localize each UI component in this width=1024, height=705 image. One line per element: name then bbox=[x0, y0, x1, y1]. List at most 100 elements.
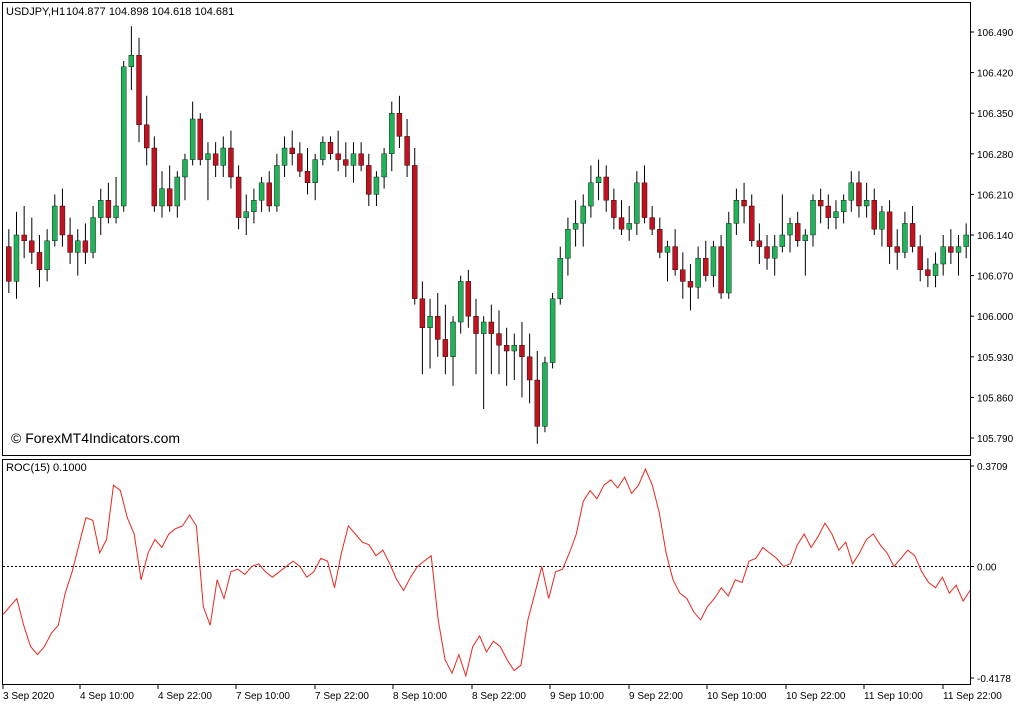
y-tick-label: 106.420 bbox=[977, 69, 1014, 80]
y-tick-label: 105.930 bbox=[977, 353, 1014, 364]
candle-body bbox=[687, 281, 694, 288]
candle-body bbox=[932, 263, 939, 276]
candle-body bbox=[726, 223, 732, 294]
candle-body bbox=[251, 199, 257, 212]
candle-body bbox=[787, 223, 793, 236]
candle-body bbox=[680, 269, 686, 282]
candle-body bbox=[427, 316, 433, 329]
candle bbox=[281, 136, 288, 177]
y-tick-label: 106.070 bbox=[977, 272, 1014, 283]
candle bbox=[197, 113, 203, 166]
candle-body bbox=[335, 153, 341, 160]
symbol-label: USDJPY,H1 bbox=[6, 6, 65, 18]
candle bbox=[396, 95, 403, 148]
candle-body bbox=[281, 147, 288, 166]
candle-body bbox=[44, 240, 50, 271]
x-tick-label: 4 Sep 10:00 bbox=[80, 691, 134, 702]
candle-body bbox=[404, 136, 410, 166]
candle-body bbox=[212, 153, 219, 166]
y-tick-label: 106.350 bbox=[977, 109, 1014, 120]
candle bbox=[327, 136, 334, 160]
candle bbox=[258, 177, 265, 212]
candle-body bbox=[105, 199, 112, 218]
candle-body bbox=[611, 199, 617, 218]
candle bbox=[833, 200, 839, 230]
candle-body bbox=[465, 281, 472, 317]
candle bbox=[909, 206, 916, 253]
candle-body bbox=[67, 234, 73, 253]
roc-panel-frame bbox=[2, 459, 971, 685]
candle bbox=[44, 229, 50, 282]
candle-body bbox=[955, 246, 962, 253]
candle bbox=[917, 235, 923, 282]
candle bbox=[128, 26, 135, 90]
candle-body bbox=[542, 362, 548, 427]
candle bbox=[863, 182, 870, 218]
candle bbox=[848, 171, 854, 212]
candle-body bbox=[450, 321, 456, 357]
candle-body bbox=[588, 182, 594, 207]
candle bbox=[266, 171, 272, 212]
candle bbox=[802, 229, 809, 276]
candle-body bbox=[925, 269, 931, 276]
candle bbox=[634, 171, 640, 235]
candle-body bbox=[36, 252, 43, 270]
candle-body bbox=[488, 321, 495, 334]
candle bbox=[90, 206, 96, 259]
candle bbox=[856, 171, 862, 218]
candle bbox=[703, 240, 709, 282]
candle bbox=[251, 188, 257, 224]
candle-body bbox=[741, 199, 747, 207]
x-tick-label: 8 Sep 10:00 bbox=[393, 691, 447, 702]
candle bbox=[488, 304, 495, 375]
candle-body bbox=[235, 176, 242, 218]
candle-body bbox=[557, 258, 563, 300]
candle bbox=[879, 206, 885, 247]
candle bbox=[955, 235, 962, 276]
candle-body bbox=[143, 124, 150, 149]
candle bbox=[228, 130, 234, 189]
x-tick-label: 10 Sep 10:00 bbox=[707, 691, 767, 702]
candle-body bbox=[695, 258, 701, 288]
y-tick-label: 106.000 bbox=[977, 312, 1014, 323]
x-tick-label: 9 Sep 10:00 bbox=[550, 691, 604, 702]
candle bbox=[557, 246, 563, 305]
candle-body bbox=[871, 199, 877, 230]
candle bbox=[174, 171, 181, 218]
candle bbox=[825, 194, 832, 230]
candle bbox=[82, 223, 89, 264]
candle bbox=[289, 130, 295, 166]
candle bbox=[350, 142, 357, 183]
candle-body bbox=[128, 55, 135, 68]
candle bbox=[948, 229, 954, 264]
x-tick-label: 7 Sep 22:00 bbox=[315, 691, 369, 702]
candle-body bbox=[549, 298, 556, 363]
candle bbox=[664, 240, 671, 282]
candle bbox=[143, 95, 150, 166]
candle-body bbox=[29, 240, 35, 253]
candle-body bbox=[274, 165, 280, 207]
watermark: © ForexMT4Indicators.com bbox=[11, 430, 180, 446]
candle bbox=[205, 142, 211, 201]
candle bbox=[151, 136, 158, 212]
candle-body bbox=[151, 147, 158, 207]
candle-body bbox=[327, 141, 334, 154]
candle-body bbox=[779, 234, 786, 247]
candle-body bbox=[75, 240, 81, 253]
candle bbox=[902, 211, 908, 259]
candle bbox=[963, 223, 969, 259]
candle bbox=[404, 119, 410, 177]
candle bbox=[381, 148, 387, 189]
candle-body bbox=[113, 205, 119, 218]
candle-body bbox=[496, 333, 502, 346]
candle-body bbox=[343, 159, 349, 166]
candle bbox=[611, 188, 617, 230]
roc-tick-label: 0.3709 bbox=[977, 462, 1008, 473]
candle-body bbox=[641, 182, 648, 218]
candle-body bbox=[457, 281, 464, 323]
candle bbox=[366, 153, 372, 206]
candle bbox=[741, 182, 747, 224]
candle-body bbox=[810, 199, 816, 236]
x-tick-label: 9 Sep 22:00 bbox=[629, 691, 683, 702]
candle bbox=[457, 275, 464, 334]
